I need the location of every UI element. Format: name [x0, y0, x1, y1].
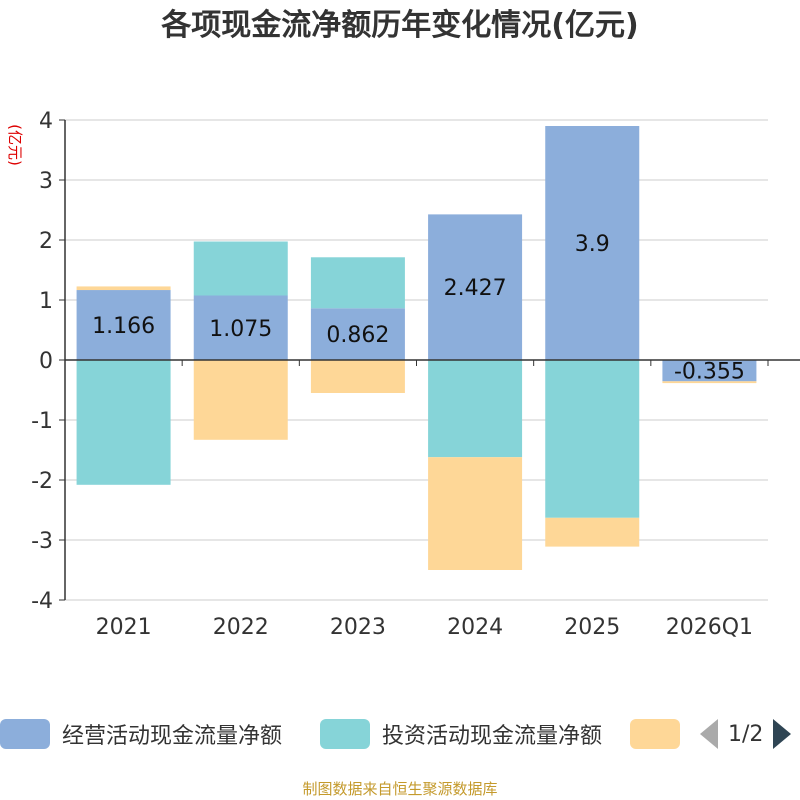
- chart-title: 各项现金流净额历年变化情况(亿元): [161, 8, 639, 43]
- bar-operating-2022: [193, 295, 288, 360]
- bar-operating-2026Q1: [662, 360, 757, 382]
- bar-value-label: 3.9: [575, 232, 610, 257]
- bar-value-label: 2.427: [444, 276, 507, 301]
- bar-financing-2025: [545, 517, 640, 547]
- y-tick-label: -2: [31, 469, 53, 494]
- bar-financing-2026Q1: [662, 381, 757, 384]
- x-tick-label: 2021: [96, 615, 152, 640]
- legend-item-investing[interactable]: 投资活动现金流量净额: [320, 718, 602, 750]
- legend-label-investing: 投资活动现金流量净额: [382, 724, 603, 749]
- bar-investing-2021: [76, 360, 171, 485]
- legend-item-operating[interactable]: 经营活动现金流量净额: [0, 718, 282, 750]
- bar-financing-2021: [76, 286, 171, 291]
- legend-swatch-operating: [0, 719, 50, 749]
- bar-financing-2022: [193, 360, 288, 440]
- bar-investing-2024: [428, 360, 523, 458]
- y-axis-unit-label: (亿元): [6, 124, 24, 166]
- bar-operating-2024: [428, 214, 523, 360]
- y-tick-label: 1: [39, 289, 53, 314]
- legend-swatch-investing: [320, 719, 370, 749]
- x-tick-label: 2024: [447, 615, 503, 640]
- x-tick-label: 2022: [213, 615, 269, 640]
- bar-value-label: -0.355: [674, 360, 745, 385]
- pager-text: 1/2: [728, 721, 764, 747]
- y-tick-label: 4: [39, 109, 53, 134]
- bar-financing-2024: [428, 457, 523, 570]
- pager-next-icon[interactable]: [773, 719, 792, 749]
- x-tick-label: 2026Q1: [666, 615, 753, 640]
- legend-label-operating: 经营活动现金流量净额: [62, 724, 283, 749]
- bar-operating-2021: [76, 290, 171, 360]
- y-tick-label: -4: [31, 589, 53, 614]
- y-tick-label: 0: [39, 349, 53, 374]
- legend-swatch-financing: [630, 719, 680, 749]
- x-tick-label: 2023: [330, 615, 386, 640]
- bar-investing-2023: [310, 257, 405, 309]
- bar-financing-2023: [310, 360, 405, 393]
- y-tick-label: 3: [39, 169, 53, 194]
- bar-operating-2025: [545, 126, 640, 360]
- bar-value-label: 0.862: [326, 323, 389, 348]
- bars: [76, 126, 757, 570]
- bar-value-label: 1.166: [92, 314, 155, 339]
- bar-investing-2025: [545, 360, 640, 518]
- bar-operating-2023: [310, 308, 405, 360]
- source-note: 制图数据来自恒生聚源数据库: [302, 780, 498, 798]
- y-tick-label: -3: [31, 529, 53, 554]
- legend: 经营活动现金流量净额 投资活动现金流量净额 1/2: [0, 712, 800, 756]
- axes: 4 3 2 1 0 -1 -2 -3 -4 2021 2022 2023 2024 2025 2026Q1: [31, 109, 800, 640]
- legend-pager: 1/2: [700, 718, 792, 750]
- bar-investing-2022: [193, 241, 288, 296]
- pager-prev-icon[interactable]: [700, 719, 718, 749]
- x-tick-label: 2025: [564, 615, 620, 640]
- y-tick-label: 2: [39, 229, 53, 254]
- grid-lines: [65, 119, 768, 601]
- bar-value-label: 1.075: [209, 317, 272, 342]
- data-labels: 1.166 1.075 0.862 2.427 3.9 -0.355: [92, 232, 745, 385]
- legend-item-financing[interactable]: [630, 718, 680, 750]
- y-tick-label: -1: [31, 409, 53, 434]
